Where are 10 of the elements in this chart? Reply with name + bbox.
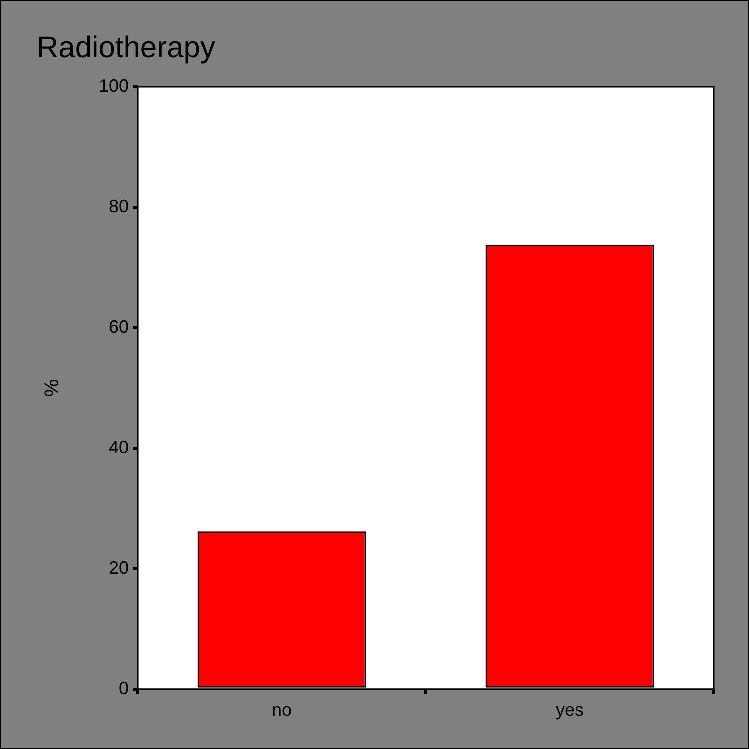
x-tick-label: yes [556,700,584,720]
y-tick-label: 60 [109,316,130,337]
chart-title: Radiotherapy [37,31,216,64]
y-tick-label: 100 [98,76,130,96]
y-tick-label: 0 [119,678,130,698]
y-tick-label: 80 [109,196,130,216]
y-axis-title: % [42,379,64,398]
y-tick-label: 40 [109,437,130,458]
y-tick-label: 20 [109,558,130,578]
x-tick-label: no [272,700,292,720]
